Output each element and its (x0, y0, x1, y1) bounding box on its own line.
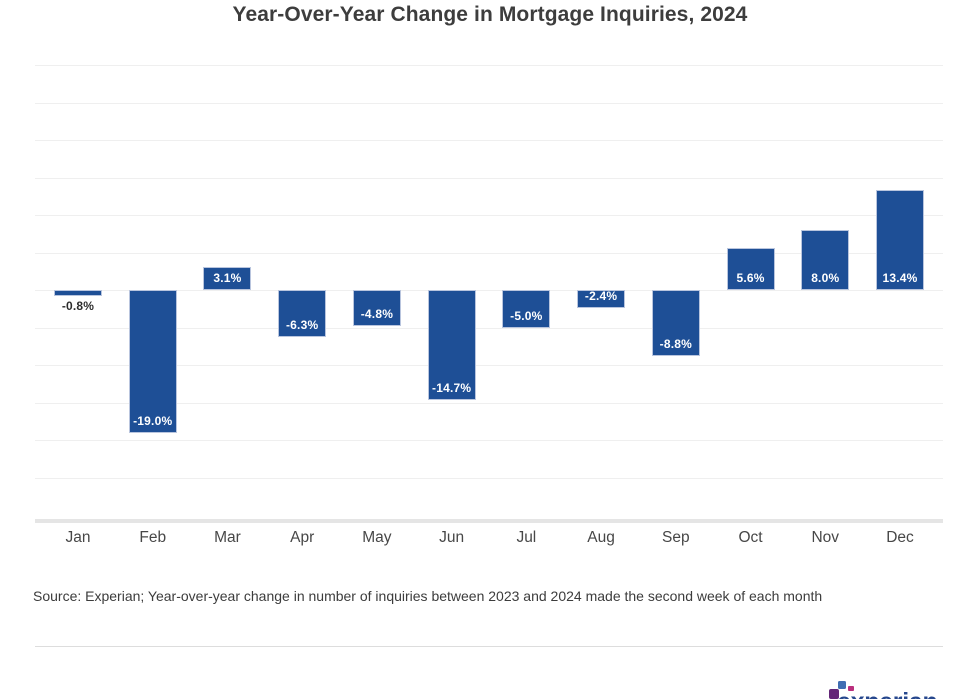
bar-label-oct: 5.6% (736, 271, 765, 285)
experian-logo: experian (829, 680, 969, 699)
gridline (35, 477, 943, 479)
gridline (35, 215, 943, 216)
gridline (35, 327, 943, 329)
bar-feb (128, 290, 177, 433)
logo-wordmark: experian (837, 688, 938, 699)
bar-label-mar: 3.1% (213, 271, 242, 285)
bar-label-apr: -6.3% (285, 318, 319, 333)
bar-label-may: -4.8% (360, 307, 394, 321)
x-tick-jul: Jul (516, 529, 537, 546)
bar-jan (54, 290, 102, 296)
x-tick-feb: Feb (139, 529, 167, 546)
bar-label-aug: -2.4% (584, 289, 618, 303)
bar-nov (801, 230, 850, 290)
x-tick-nov: Nov (811, 529, 840, 546)
footer-divider (35, 646, 943, 647)
gridline (35, 290, 943, 291)
bar-label-jan: -0.8% (61, 299, 95, 313)
x-tick-mar: Mar (214, 529, 241, 546)
gridline (35, 365, 943, 366)
bar-label-jun: -14.7% (432, 381, 472, 396)
x-tick-aug: Aug (587, 529, 615, 546)
bar-oct (726, 248, 775, 290)
bar-label-nov: 8.0% (811, 271, 840, 285)
gridline (35, 140, 943, 141)
gridline (35, 177, 943, 179)
source-note: Source: Experian; Year-over-year change … (33, 588, 823, 604)
x-tick-dec: Dec (886, 529, 914, 546)
bar-dec (875, 189, 924, 290)
gridline (35, 252, 943, 254)
x-tick-sep: Sep (662, 529, 690, 546)
x-tick-oct: Oct (738, 529, 763, 546)
bar-may (352, 290, 401, 326)
gridline (35, 440, 943, 441)
bar-aug (577, 290, 626, 308)
bar-label-feb: -19.0% (133, 413, 173, 428)
bar-jun (427, 290, 476, 401)
gridline (35, 65, 943, 66)
x-tick-may: May (362, 529, 392, 546)
bar-label-sep: -8.8% (659, 337, 692, 351)
x-tick-apr: Apr (290, 529, 315, 546)
bar-apr (278, 290, 327, 338)
bar-sep (651, 290, 700, 356)
logo-square-pink-icon (848, 685, 854, 691)
gridline (35, 102, 943, 104)
x-axis-line (35, 519, 943, 523)
logo-square-blue-icon (838, 681, 846, 689)
bar-jul (502, 290, 551, 328)
bar-label-jul: -5.0% (510, 308, 543, 323)
x-tick-jan: Jan (65, 529, 91, 546)
logo-square-purple-icon (829, 689, 839, 699)
x-tick-jun: Jun (439, 529, 465, 546)
bar-label-dec: 13.4% (882, 271, 918, 285)
chart-title: Year-Over-Year Change in Mortgage Inquir… (232, 3, 748, 26)
bar-mar (203, 266, 252, 290)
gridline (35, 402, 943, 404)
